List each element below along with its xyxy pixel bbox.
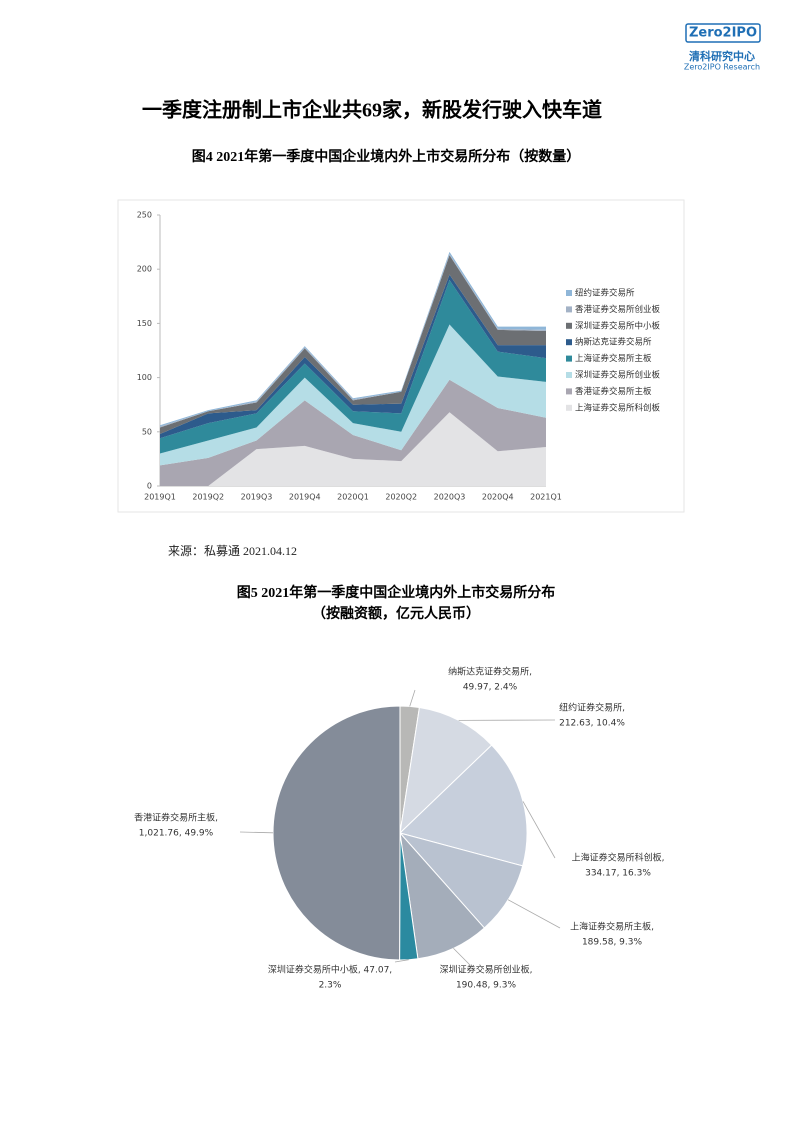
leader-line <box>409 689 416 707</box>
org-name: 清科研究中心 <box>689 49 755 63</box>
x-tick-label: 2020Q3 <box>434 493 466 502</box>
x-tick-label: 2019Q1 <box>144 493 176 502</box>
y-tick-label: 50 <box>142 427 152 436</box>
legend-swatch <box>566 322 572 329</box>
leader-line <box>394 959 409 963</box>
data-label: 189.58, 9.3% <box>582 938 643 948</box>
y-tick-label: 200 <box>137 265 152 274</box>
data-label: 纽约证券交易所, <box>559 702 625 714</box>
data-label: 香港证券交易所主板, <box>134 812 218 824</box>
leader-line <box>507 899 561 929</box>
legend-label: 香港证券交易所创业板 <box>575 304 661 315</box>
data-label: 纳斯达克证券交易所, <box>448 666 532 678</box>
x-tick-label: 2019Q4 <box>289 493 321 502</box>
x-tick-label: 2019Q3 <box>241 493 273 502</box>
legend-label: 深圳证券交易所中小板 <box>575 320 661 331</box>
legend-swatch <box>566 388 572 395</box>
data-label: 2.3% <box>319 981 342 991</box>
y-tick-label: 250 <box>137 211 152 220</box>
data-label: 190.48, 9.3% <box>456 981 517 991</box>
y-tick-label: 0 <box>147 482 152 491</box>
data-label: 上海证券交易所主板, <box>570 921 654 933</box>
source: 来源：私募通 2021.04.12 <box>168 544 297 558</box>
data-label: 上海证券交易所科创板, <box>572 852 665 864</box>
legend-swatch <box>566 339 572 346</box>
figure-title: 图4 2021年第一季度中国企业境内外上市交易所分布（按数量） <box>192 148 581 165</box>
legend-swatch <box>566 404 572 411</box>
area <box>160 274 546 439</box>
pie-slice <box>399 706 493 835</box>
legend-label: 上海证券交易所主板 <box>575 353 652 364</box>
x-tick-label: 2019Q2 <box>192 493 224 502</box>
area <box>160 324 546 466</box>
leader-line <box>522 801 556 859</box>
org-name-en: Zero2IPO Research <box>684 63 760 72</box>
legend-swatch <box>566 355 572 362</box>
x-tick-label: 2020Q4 <box>482 493 514 502</box>
area <box>160 255 546 434</box>
logo: Zero2IPO <box>689 26 757 41</box>
area <box>160 412 546 486</box>
legend-swatch <box>566 290 572 296</box>
legend-label: 纳斯达克证券交易所 <box>575 337 652 348</box>
legend-label: 香港证券交易所主板 <box>575 386 652 397</box>
area-chart: 0 50 100 150 200 250 2019Q1 2019Q2 2019Q3 2019Q4 2… <box>137 211 661 502</box>
x-tick-label: 2020Q2 <box>385 493 417 502</box>
area <box>160 280 546 454</box>
data-label: 212.63, 10.4% <box>559 719 625 729</box>
y-tick-label: 150 <box>137 319 152 328</box>
data-label: 深圳证券交易所创业板, <box>440 964 533 976</box>
legend-label: 纽约证券交易所 <box>575 288 635 299</box>
figure-title: 图5 2021年第一季度中国企业境内外上市交易所分布 <box>237 584 556 601</box>
figure-subtitle: （按融资额，亿元人民币） <box>312 605 480 622</box>
x-tick-label: 2021Q1 <box>530 493 562 502</box>
legend-swatch <box>566 306 572 313</box>
data-label: 334.17, 16.3% <box>585 869 651 879</box>
pie-chart: 纳斯达克证券交易所, 49.97, 2.4% 纽约证券交易所, 212.63, 10.… <box>134 666 664 991</box>
pie-slice <box>272 705 401 961</box>
heading: 一季度注册制上市企业共69家，新股发行驶入快车道 <box>142 98 602 122</box>
logo-box <box>685 23 761 43</box>
data-label: 49.97, 2.4% <box>463 683 518 693</box>
legend-label: 深圳证券交易所创业板 <box>575 370 661 381</box>
data-label: 深圳证券交易所中小板, 47.07, <box>268 964 392 976</box>
chart-frame <box>117 199 685 513</box>
leader-line <box>239 831 274 834</box>
area <box>160 379 546 486</box>
legend-swatch <box>566 372 572 378</box>
leader-line <box>453 947 471 966</box>
y-tick-label: 100 <box>137 373 152 382</box>
data-label: 1,021.76, 49.9% <box>139 829 214 839</box>
legend-label: 上海证券交易所科创板 <box>575 402 661 413</box>
x-tick-label: 2020Q1 <box>337 493 369 502</box>
